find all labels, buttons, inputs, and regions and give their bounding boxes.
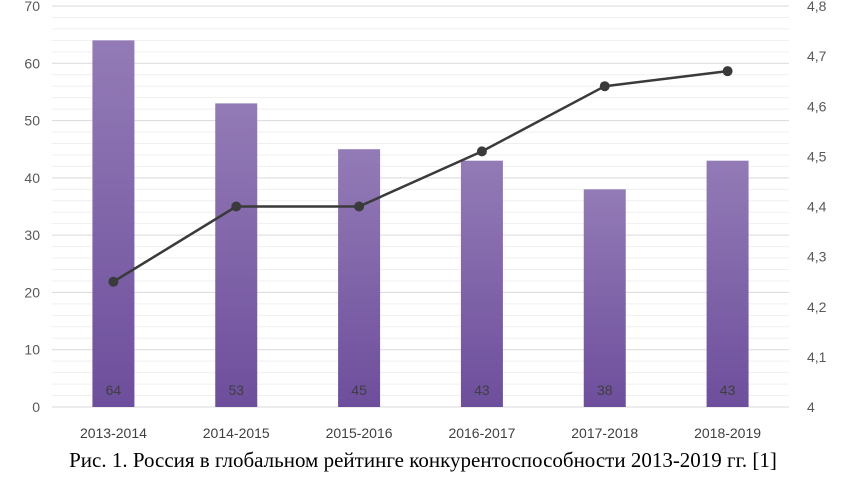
- line-marker: [354, 201, 365, 212]
- figure-caption: Рис. 1. Россия в глобальном рейтинге кон…: [69, 448, 777, 472]
- right-axis-ticks: 4 4,1 4,2 4,3 4,4 4,5 4,6 4,7 4,8: [807, 0, 827, 415]
- line-marker: [231, 201, 242, 212]
- gridlines: [52, 5, 789, 408]
- right-tick-label: 4,2: [807, 299, 827, 315]
- left-tick-label: 10: [24, 342, 40, 358]
- left-tick-label: 70: [24, 0, 40, 14]
- right-tick-label: 4,1: [807, 349, 827, 365]
- bar-series: [92, 40, 749, 407]
- bar: [92, 40, 135, 407]
- line-path: [112, 69, 728, 283]
- line-marker: [722, 66, 733, 77]
- category-label: 2016-2017: [448, 425, 515, 441]
- bar: [706, 160, 749, 407]
- category-label: 2017-2018: [571, 425, 638, 441]
- bar-data-label: 53: [228, 382, 244, 398]
- right-tick-label: 4,4: [807, 199, 827, 215]
- bar-data-label: 43: [720, 382, 736, 398]
- right-tick-label: 4,5: [807, 148, 827, 164]
- bar: [583, 189, 626, 407]
- bar-data-label: 38: [597, 382, 613, 398]
- bar-data-label: 43: [474, 382, 490, 398]
- category-label: 2013-2014: [80, 425, 147, 441]
- line-marker: [476, 146, 487, 157]
- left-tick-label: 0: [32, 399, 40, 415]
- left-tick-label: 60: [24, 55, 40, 71]
- category-label: 2014-2015: [203, 425, 270, 441]
- left-axis-ticks: 0 10 20 30 40 50 60 70: [24, 0, 40, 415]
- left-tick-label: 40: [24, 170, 40, 186]
- right-tick-label: 4,7: [807, 48, 827, 64]
- left-tick-label: 50: [24, 113, 40, 129]
- category-label: 2015-2016: [326, 425, 393, 441]
- line-marker: [108, 276, 119, 287]
- bar: [460, 160, 503, 407]
- combo-chart: 0 10 20 30 40 50 60 70 4 4,1 4,2 4,3 4,4 4,5 4,6 4,7 4,…: [24, 0, 827, 441]
- right-tick-label: 4,8: [807, 0, 827, 14]
- bar-data-labels: 64 53 45 43 38 43: [106, 382, 736, 398]
- line-series: [108, 66, 733, 287]
- category-label: 2018-2019: [694, 425, 761, 441]
- category-axis-labels: 2013-2014 2014-2015 2015-2016 2016-2017 2017…: [80, 425, 761, 441]
- right-tick-label: 4,6: [807, 98, 827, 114]
- bar: [215, 103, 258, 407]
- bar-data-label: 45: [351, 382, 367, 398]
- bar: [338, 149, 381, 407]
- right-tick-label: 4: [807, 399, 815, 415]
- line-marker: [599, 81, 610, 92]
- left-tick-label: 30: [24, 227, 40, 243]
- left-tick-label: 20: [24, 284, 40, 300]
- bar-data-label: 64: [106, 382, 122, 398]
- right-tick-label: 4,3: [807, 249, 827, 265]
